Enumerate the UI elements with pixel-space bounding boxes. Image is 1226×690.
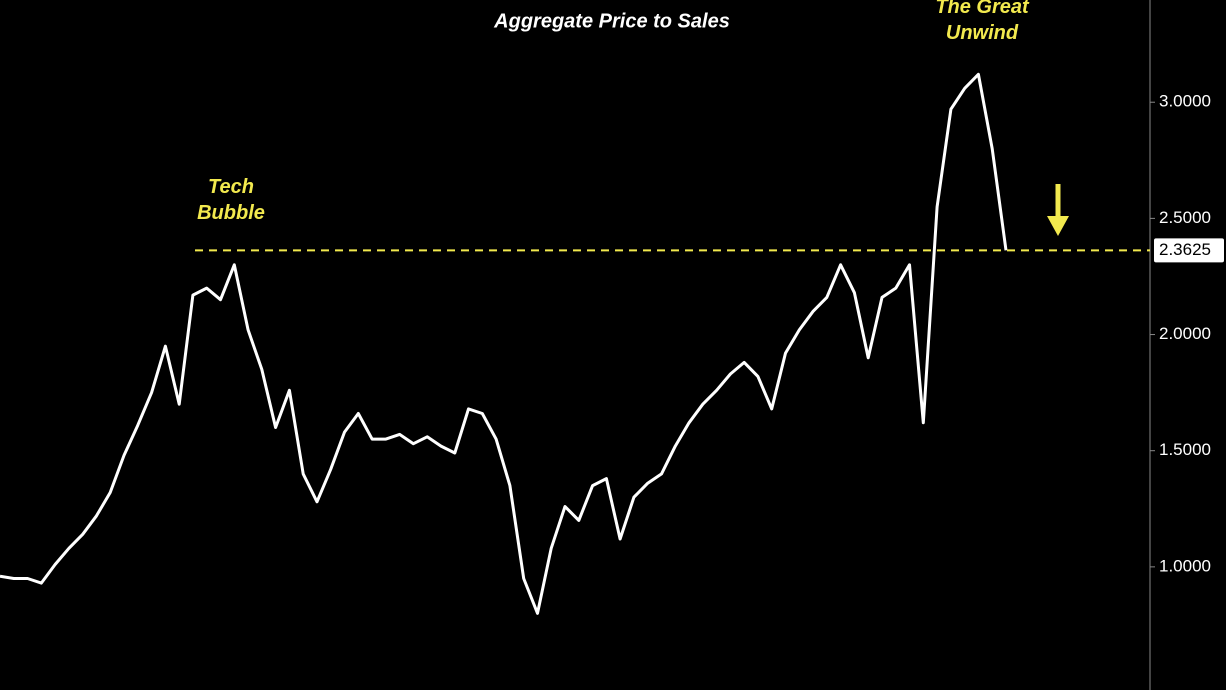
data-line	[0, 72, 1008, 615]
y-tick-label: 1.5000	[1159, 440, 1211, 459]
chart-title: Aggregate Price to Sales	[493, 10, 730, 32]
annotation: Tech Bubble	[197, 176, 265, 224]
y-tick-label: 1.0000	[1159, 556, 1211, 575]
y-tick-label: 2.0000	[1159, 324, 1211, 343]
value-label-box	[1154, 238, 1224, 263]
y-tick-label: 3.0000	[1159, 92, 1211, 111]
annotation: The Great Unwind	[935, 0, 1029, 44]
y-tick-label: 2.5000	[1159, 208, 1211, 227]
value-label: 2.3625	[1159, 240, 1211, 259]
down-arrow	[1047, 184, 1069, 236]
